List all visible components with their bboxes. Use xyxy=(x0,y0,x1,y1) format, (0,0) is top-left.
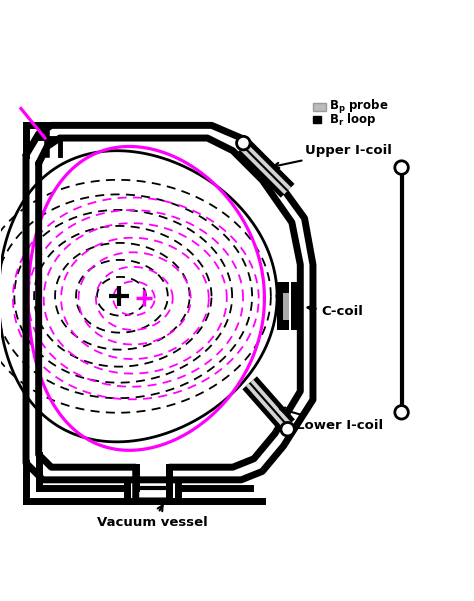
Circle shape xyxy=(237,136,250,150)
Text: Lower I-coil: Lower I-coil xyxy=(280,407,383,432)
Circle shape xyxy=(395,406,408,419)
Bar xyxy=(291,281,301,330)
Bar xyxy=(313,115,320,123)
Bar xyxy=(283,293,289,320)
Circle shape xyxy=(395,161,408,174)
Text: Upper I-coil: Upper I-coil xyxy=(273,144,392,168)
Text: $\mathbf{B_r}$ loop: $\mathbf{B_r}$ loop xyxy=(328,111,376,128)
Text: Vacuum vessel: Vacuum vessel xyxy=(97,505,208,529)
Text: $\mathbf{B_p}$ probe: $\mathbf{B_p}$ probe xyxy=(328,98,388,116)
Text: C-coil: C-coil xyxy=(308,305,363,319)
Bar xyxy=(313,103,326,111)
Circle shape xyxy=(281,423,294,436)
Bar xyxy=(277,281,289,330)
